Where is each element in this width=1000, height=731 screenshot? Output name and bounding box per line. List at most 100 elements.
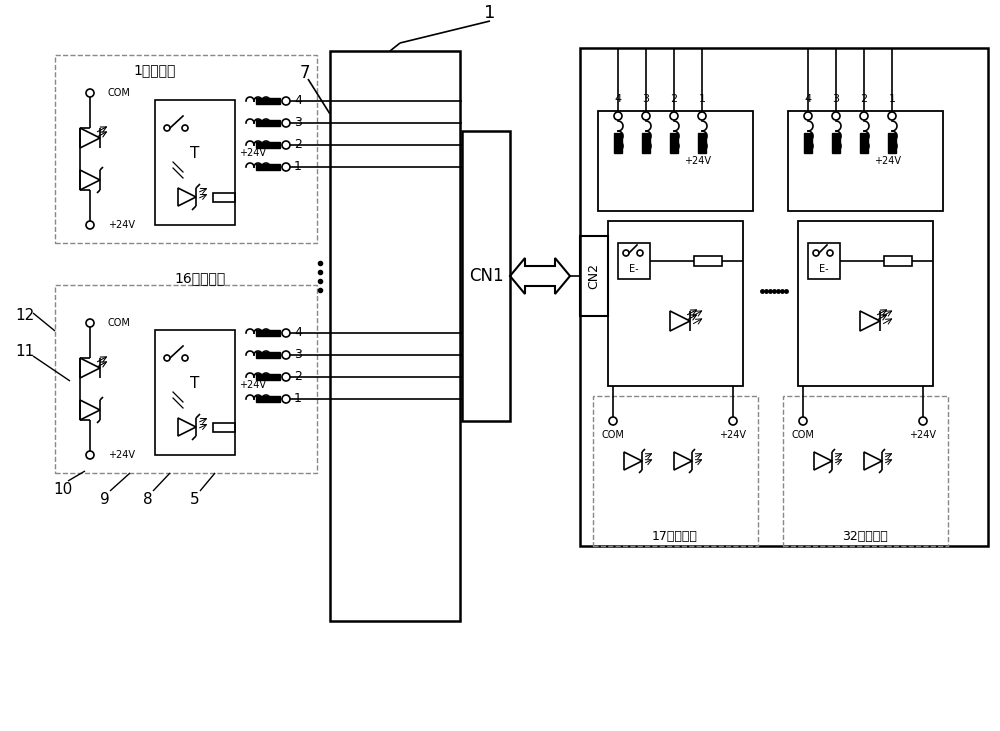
Text: +24V: +24V xyxy=(874,156,902,166)
Circle shape xyxy=(729,417,737,425)
Circle shape xyxy=(282,119,290,127)
Bar xyxy=(698,133,706,153)
Text: +24V: +24V xyxy=(240,148,266,158)
Bar xyxy=(608,221,743,386)
Circle shape xyxy=(698,112,706,120)
Text: 9: 9 xyxy=(100,491,110,507)
Circle shape xyxy=(86,221,94,229)
Text: E-: E- xyxy=(819,264,829,274)
Bar xyxy=(55,55,317,243)
Bar xyxy=(888,133,896,153)
Text: 7: 7 xyxy=(300,64,310,82)
Bar xyxy=(155,100,235,225)
Circle shape xyxy=(799,417,807,425)
Bar xyxy=(256,352,280,358)
Circle shape xyxy=(609,417,617,425)
Text: 1: 1 xyxy=(294,393,302,406)
Bar xyxy=(330,51,460,621)
Text: 3: 3 xyxy=(294,349,302,362)
Bar xyxy=(598,111,753,211)
Circle shape xyxy=(642,112,650,120)
Text: 11: 11 xyxy=(15,344,35,358)
Text: COM: COM xyxy=(792,430,814,440)
Text: 2: 2 xyxy=(294,371,302,384)
Circle shape xyxy=(182,125,188,131)
Bar xyxy=(256,164,280,170)
Bar xyxy=(804,133,812,153)
Bar xyxy=(832,133,840,153)
Text: 2: 2 xyxy=(294,138,302,151)
Bar xyxy=(788,111,943,211)
Text: +24V: +24V xyxy=(108,450,135,460)
Circle shape xyxy=(919,417,927,425)
Text: E-: E- xyxy=(629,264,639,274)
Bar xyxy=(462,131,510,421)
Text: 4: 4 xyxy=(294,327,302,339)
Circle shape xyxy=(827,250,833,256)
Text: 32层内指令: 32层内指令 xyxy=(842,529,888,542)
Bar xyxy=(783,396,948,546)
Bar xyxy=(580,236,608,316)
Bar xyxy=(884,256,912,266)
Bar xyxy=(670,133,678,153)
Text: 16层内指令: 16层内指令 xyxy=(174,271,226,285)
Text: CN1: CN1 xyxy=(469,267,503,285)
Text: 2: 2 xyxy=(860,94,868,104)
Text: 3: 3 xyxy=(642,94,650,104)
Bar xyxy=(256,330,280,336)
Circle shape xyxy=(282,351,290,359)
Bar xyxy=(256,374,280,380)
Circle shape xyxy=(282,395,290,403)
Text: 4: 4 xyxy=(294,94,302,107)
Text: 1: 1 xyxy=(889,94,896,104)
Bar xyxy=(55,285,317,473)
Text: +24V: +24V xyxy=(108,220,135,230)
Text: 5: 5 xyxy=(190,491,200,507)
Circle shape xyxy=(164,125,170,131)
Bar xyxy=(860,133,868,153)
Circle shape xyxy=(623,250,629,256)
Circle shape xyxy=(860,112,868,120)
Circle shape xyxy=(182,355,188,361)
Bar xyxy=(580,48,988,546)
Text: CN2: CN2 xyxy=(588,263,600,289)
Text: 3: 3 xyxy=(294,116,302,129)
Circle shape xyxy=(813,250,819,256)
Circle shape xyxy=(164,355,170,361)
Circle shape xyxy=(282,97,290,105)
Text: 1层内指令: 1层内指令 xyxy=(134,63,176,77)
Circle shape xyxy=(614,112,622,120)
Bar xyxy=(694,256,722,266)
Text: 8: 8 xyxy=(143,491,153,507)
Text: +24V: +24V xyxy=(240,380,266,390)
Bar xyxy=(798,221,933,386)
Bar xyxy=(808,243,840,279)
Circle shape xyxy=(670,112,678,120)
Text: +24V: +24V xyxy=(720,430,746,440)
Bar xyxy=(256,396,280,402)
Bar xyxy=(593,396,758,546)
Text: 1: 1 xyxy=(294,161,302,173)
Bar xyxy=(614,133,622,153)
Text: 17层内指令: 17层内指令 xyxy=(652,529,698,542)
Bar xyxy=(213,423,235,431)
Circle shape xyxy=(832,112,840,120)
Text: 4: 4 xyxy=(614,94,622,104)
Text: T: T xyxy=(190,145,200,161)
Text: 1: 1 xyxy=(698,94,706,104)
Text: 12: 12 xyxy=(15,308,35,324)
Text: T: T xyxy=(190,376,200,390)
Circle shape xyxy=(86,89,94,97)
Text: +24V: +24V xyxy=(684,156,712,166)
Circle shape xyxy=(804,112,812,120)
Text: COM: COM xyxy=(108,88,131,98)
Text: +24V: +24V xyxy=(910,430,936,440)
Circle shape xyxy=(86,451,94,459)
Circle shape xyxy=(86,319,94,327)
Text: 1: 1 xyxy=(484,4,496,22)
Circle shape xyxy=(282,373,290,381)
Circle shape xyxy=(282,163,290,171)
Bar xyxy=(256,98,280,104)
Bar xyxy=(213,192,235,202)
Circle shape xyxy=(637,250,643,256)
